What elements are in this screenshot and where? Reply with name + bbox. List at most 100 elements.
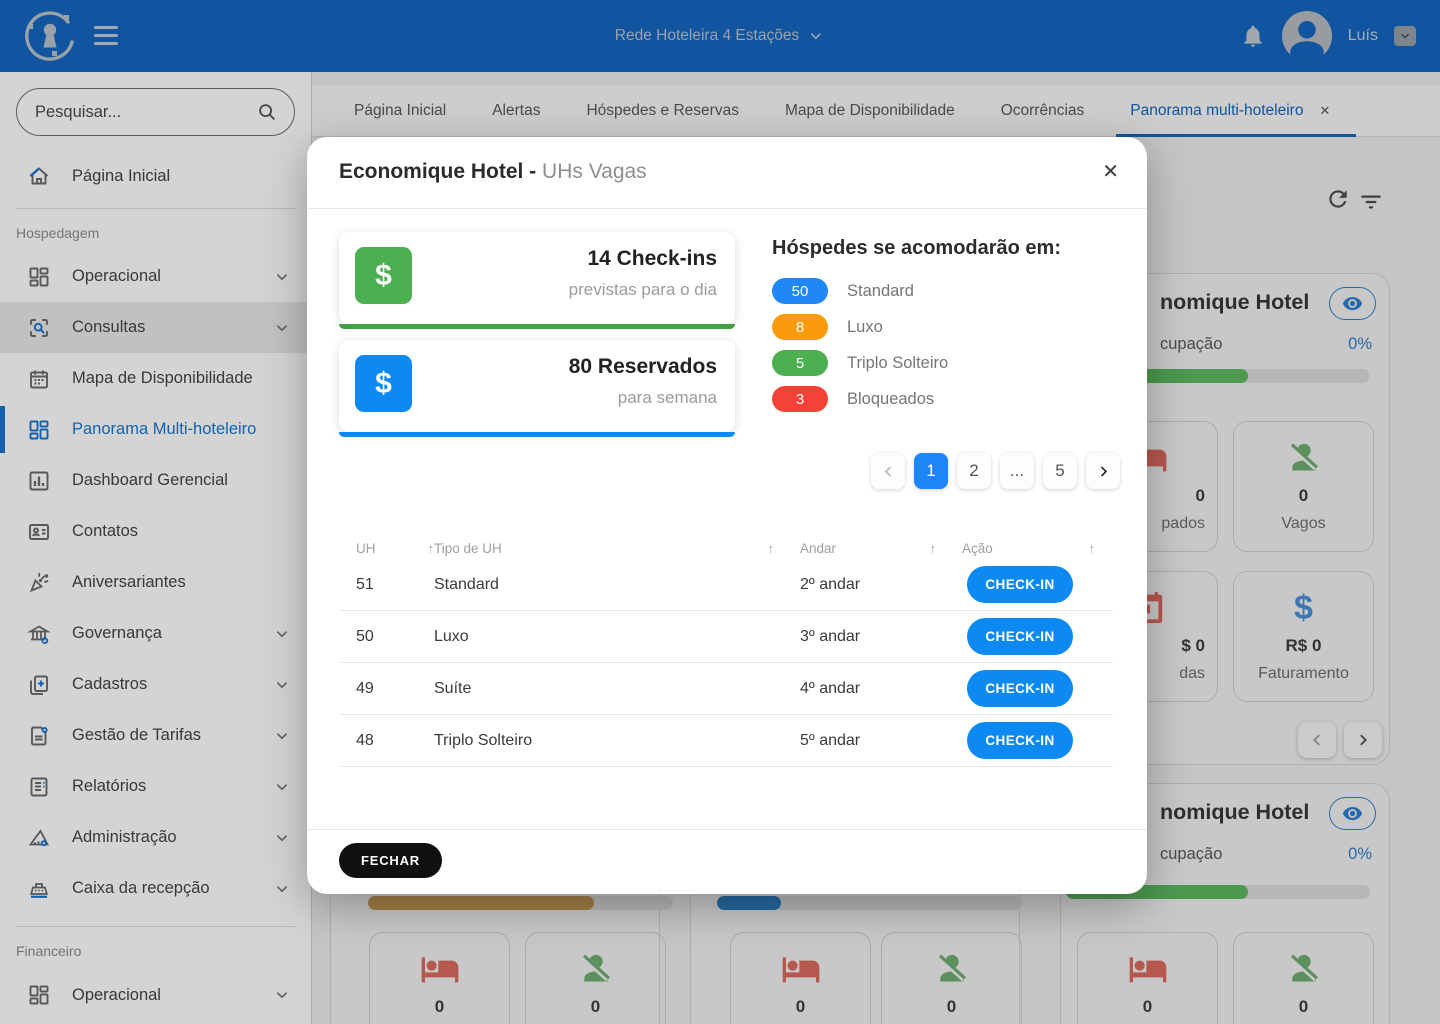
guest-row-luxo: 8 Luxo (772, 314, 1142, 340)
tab-hospedes-reservas[interactable]: Hóspedes e Reservas (586, 101, 739, 119)
search-input[interactable] (35, 102, 256, 122)
tab-pagina-inicial[interactable]: Página Inicial (354, 101, 447, 119)
sidebar: Página Inicial Hospedagem Operacional Co… (0, 72, 312, 1024)
stat-tile-vagos: 0 (1233, 932, 1374, 1024)
sidebar-item-gestao-tarifas[interactable]: Gestão de Tarifas (0, 710, 311, 761)
uhs-vagas-modal: Economique Hotel - UHs Vagas ✕ $ 14 Chec… (307, 137, 1147, 894)
occupancy-percent: 0% (1348, 335, 1372, 353)
user-menu-chevron[interactable] (1394, 26, 1416, 46)
sidebar-item-financeiro-operacional[interactable]: Operacional (0, 969, 311, 1021)
sidebar-section-hospedagem: Hospedagem (16, 225, 100, 241)
sidebar-item-caixa-recepcao[interactable]: Caixa da recepção (0, 863, 311, 914)
divider (16, 926, 295, 927)
stat-tile-ocupados: 0 (730, 932, 871, 1024)
user-name: Luís (1347, 27, 1378, 44)
sort-arrow-icon[interactable]: ↑ (929, 540, 937, 556)
page-prev-button[interactable] (871, 453, 905, 489)
occupancy-progress-bar (368, 896, 673, 910)
fechar-button[interactable]: FECHAR (339, 843, 442, 878)
stat-tile-faturamento: $ R$ 0 Faturamento (1233, 571, 1374, 702)
sidebar-item-cadastros[interactable]: Cadastros (0, 659, 311, 710)
page-button-5[interactable]: 5 (1043, 453, 1077, 489)
stat-tile-ocupados: 0 (369, 932, 510, 1024)
modal-header: Economique Hotel - UHs Vagas ✕ (307, 137, 1147, 209)
hotel-card-title: nomique Hotel (1160, 800, 1310, 824)
count-badge: 3 (772, 386, 828, 412)
occupancy-label: cupação (1160, 845, 1223, 863)
stat-tile-ocupados: 0 (1077, 932, 1218, 1024)
table-header: UH ↑ Tipo de UH ↑ Andar ↑ Ação ↑ (356, 540, 1096, 556)
user-avatar[interactable] (1281, 11, 1332, 61)
hotel-card-title: nomique Hotel (1160, 290, 1310, 314)
tab-mapa-disponibilidade[interactable]: Mapa de Disponibilidade (784, 101, 955, 119)
occupancy-percent: 0% (1348, 845, 1372, 863)
sidebar-item-mapa-disponibilidade[interactable]: Mapa de Disponibilidade (0, 353, 311, 404)
sidebar-item-contatos[interactable]: Contatos (0, 506, 311, 557)
checkin-button[interactable]: CHECK-IN (967, 618, 1073, 655)
sidebar-search[interactable] (16, 88, 295, 136)
tab-ocorrencias[interactable]: Ocorrências (1000, 101, 1085, 119)
table-row: 48 Triplo Solteiro 5º andar CHECK-IN (339, 715, 1113, 767)
page-button-ellipsis[interactable]: ... (1000, 453, 1034, 489)
table-row: 50 Luxo 3º andar CHECK-IN (339, 611, 1113, 663)
sort-arrow-icon[interactable]: ↑ (1088, 540, 1096, 556)
modal-title: Economique Hotel - UHs Vagas (339, 160, 647, 183)
hotel-network-selector[interactable]: Rede Hoteleira 4 Estações (615, 0, 825, 72)
checkin-button[interactable]: CHECK-IN (967, 670, 1073, 707)
sidebar-item-aniversariantes[interactable]: Aniversariantes (0, 557, 311, 608)
hotel-network-label: Rede Hoteleira 4 Estações (614, 27, 800, 44)
top-bar: Rede Hoteleira 4 Estações Luís (0, 0, 1440, 72)
table-row: 49 Suíte 4º andar CHECK-IN (339, 663, 1113, 715)
dollar-icon: $ (1294, 589, 1313, 627)
page-button-2[interactable]: 2 (957, 453, 991, 489)
card-prev-button[interactable] (1298, 722, 1336, 758)
sidebar-item-operacional[interactable]: Operacional (0, 251, 311, 302)
count-badge: 5 (772, 350, 828, 376)
view-hotel-button[interactable] (1329, 287, 1376, 320)
chevron-right-icon (1096, 464, 1111, 479)
occupancy-progress-bar (717, 896, 1022, 910)
checkins-stat-card: $ 14 Check-ins previstas para o dia (339, 232, 735, 329)
guest-row-standard: 50 Standard (772, 278, 1142, 304)
sidebar-item-relatorios[interactable]: Relatórios (0, 761, 311, 812)
stat-tile-vagos: 0 (525, 932, 666, 1024)
tab-alertas[interactable]: Alertas (492, 101, 541, 119)
view-hotel-button[interactable] (1329, 797, 1376, 830)
dollar-icon: $ (355, 355, 412, 412)
guests-panel: Hóspedes se acomodarão em: 50 Standard 8… (772, 237, 1142, 412)
hamburger-menu-icon[interactable] (94, 26, 118, 46)
card-next-button[interactable] (1344, 722, 1382, 758)
sort-arrow-icon[interactable]: ↑ (427, 540, 435, 556)
sidebar-item-pagina-inicial[interactable]: Página Inicial (0, 150, 311, 202)
tab-panorama-multihoteleiro[interactable]: Panorama multi-hoteleiro ✕ (1116, 85, 1357, 137)
dollar-icon: $ (355, 247, 412, 304)
checkin-button[interactable]: CHECK-IN (967, 722, 1073, 759)
sidebar-item-consultas[interactable]: Consultas (0, 302, 311, 353)
page-button-1[interactable]: 1 (914, 453, 948, 489)
guest-row-bloqueados: 3 Bloqueados (772, 386, 1142, 412)
count-badge: 8 (772, 314, 828, 340)
sidebar-item-governanca[interactable]: Governança (0, 608, 311, 659)
sidebar-item-panorama-multihoteleiro[interactable]: Panorama Multi-hoteleiro (0, 404, 311, 455)
sidebar-section-financeiro: Financeiro (16, 943, 82, 959)
sidebar-item-dashboard-gerencial[interactable]: Dashboard Gerencial (0, 455, 311, 506)
modal-pagination: 1 2 ... 5 (871, 453, 1120, 489)
chevron-left-icon (881, 464, 896, 479)
guests-heading: Hóspedes se acomodarão em: (772, 237, 1061, 259)
divider (16, 208, 295, 209)
tab-bar: Página Inicial Alertas Hóspedes e Reserv… (312, 85, 1440, 137)
checkin-button[interactable]: CHECK-IN (967, 566, 1073, 603)
divider (307, 829, 1147, 830)
count-badge: 50 (772, 278, 828, 304)
modal-subtitle: UHs Vagas (542, 160, 647, 183)
reservados-stat-card: $ 80 Reservados para semana (339, 340, 735, 437)
sidebar-item-administracao[interactable]: Administração (0, 812, 311, 863)
tab-close-icon[interactable]: ✕ (1319, 102, 1331, 118)
stat-tile-vagos: 0 (881, 932, 1022, 1024)
page-next-button[interactable] (1086, 453, 1120, 489)
close-icon[interactable]: ✕ (1102, 161, 1119, 183)
occupancy-label: cupação (1160, 335, 1223, 353)
table-row: 51 Standard 2º andar CHECK-IN (339, 559, 1113, 611)
sort-arrow-icon[interactable]: ↑ (767, 540, 775, 556)
